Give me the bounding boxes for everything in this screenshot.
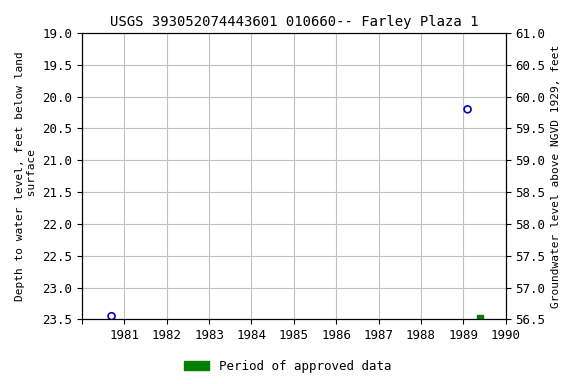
Y-axis label: Groundwater level above NGVD 1929, feet: Groundwater level above NGVD 1929, feet <box>551 45 561 308</box>
Point <box>476 315 485 321</box>
Title: USGS 393052074443601 010660-- Farley Plaza 1: USGS 393052074443601 010660-- Farley Pla… <box>109 15 478 29</box>
Legend: Period of approved data: Period of approved data <box>179 355 397 378</box>
Point <box>463 106 472 113</box>
Point <box>107 313 116 319</box>
Y-axis label: Depth to water level, feet below land
 surface: Depth to water level, feet below land su… <box>15 51 37 301</box>
